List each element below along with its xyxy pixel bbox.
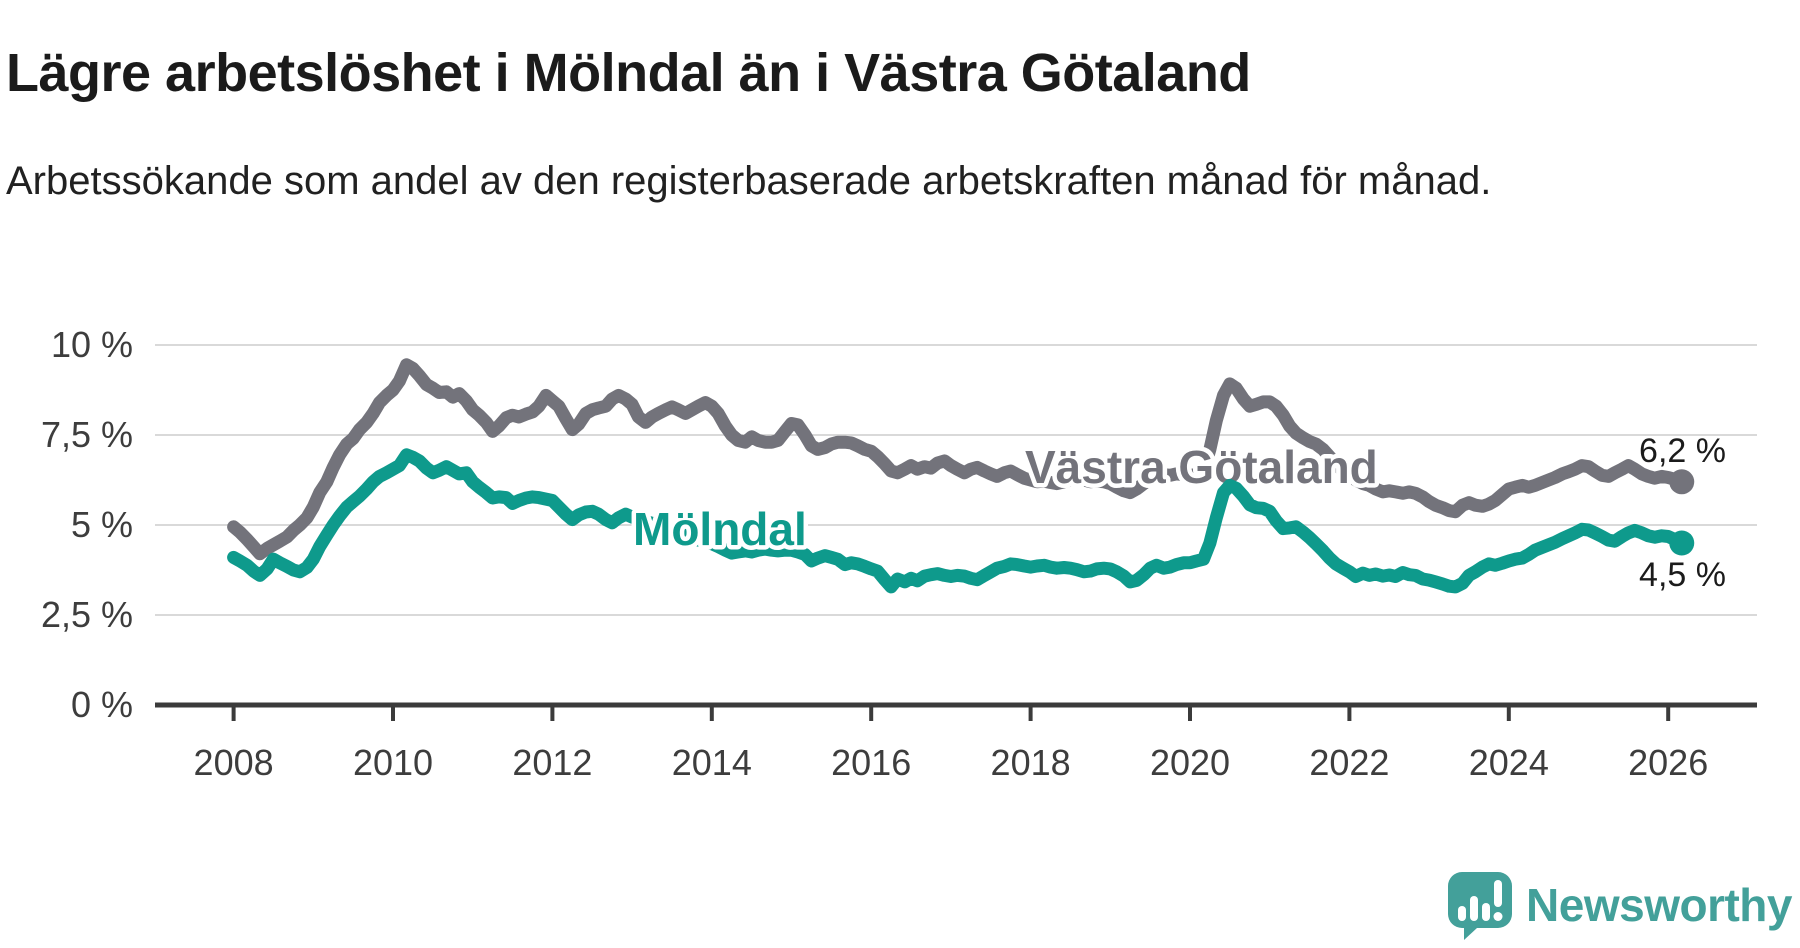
x-axis-label: 2008 (194, 742, 274, 783)
chart-subtitle: Arbetssökande som andel av den registerb… (6, 159, 1492, 203)
x-axis-label: 2012 (512, 742, 592, 783)
newsworthy-logo-icon (1448, 872, 1513, 940)
newsworthy-wordmark: Newsworthy (1526, 879, 1792, 931)
end-value-label-molndal: 4,5 % (1639, 556, 1726, 594)
series-line-vastra-gotaland (227, 358, 1689, 561)
series-line-molndal (227, 448, 1689, 594)
exclamation-dot (1493, 912, 1503, 921)
newsworthy-logo: Newsworthy (1446, 870, 1792, 940)
x-axis-label: 2018 (991, 742, 1071, 783)
y-axis-label: 10 % (51, 324, 133, 365)
series-end-dot-vastra-gotaland (1669, 469, 1695, 495)
series-end-dot-molndal (1669, 530, 1695, 556)
page-title: Lägre arbetslöshet i Mölndal än i Västra… (6, 43, 1251, 104)
bar-small (1458, 906, 1467, 921)
y-axis-label: 5 % (71, 504, 133, 545)
end-value-label-vastra-gotaland: 6,2 % (1639, 432, 1726, 470)
series-label-molndal: Mölndal (633, 503, 807, 555)
bar-medium (1482, 903, 1491, 921)
x-axis-label: 2016 (831, 742, 911, 783)
x-axis-label: 2024 (1469, 742, 1549, 783)
y-axis-label: 7,5 % (41, 414, 133, 455)
speech-bubble-shape (1448, 872, 1513, 940)
x-axis-label: 2010 (353, 742, 433, 783)
series-label-vastra-gotaland: Västra Götaland (1025, 441, 1378, 493)
x-axis-label: 2020 (1150, 742, 1230, 783)
x-axis-label: 2026 (1628, 742, 1708, 783)
y-axis-label: 0 % (71, 684, 133, 725)
y-axis-label: 2,5 % (41, 594, 133, 635)
exclamation-bar (1494, 880, 1503, 907)
bar-tall (1470, 896, 1479, 921)
x-axis-label: 2022 (1309, 742, 1389, 783)
x-axis-label: 2014 (672, 742, 752, 783)
